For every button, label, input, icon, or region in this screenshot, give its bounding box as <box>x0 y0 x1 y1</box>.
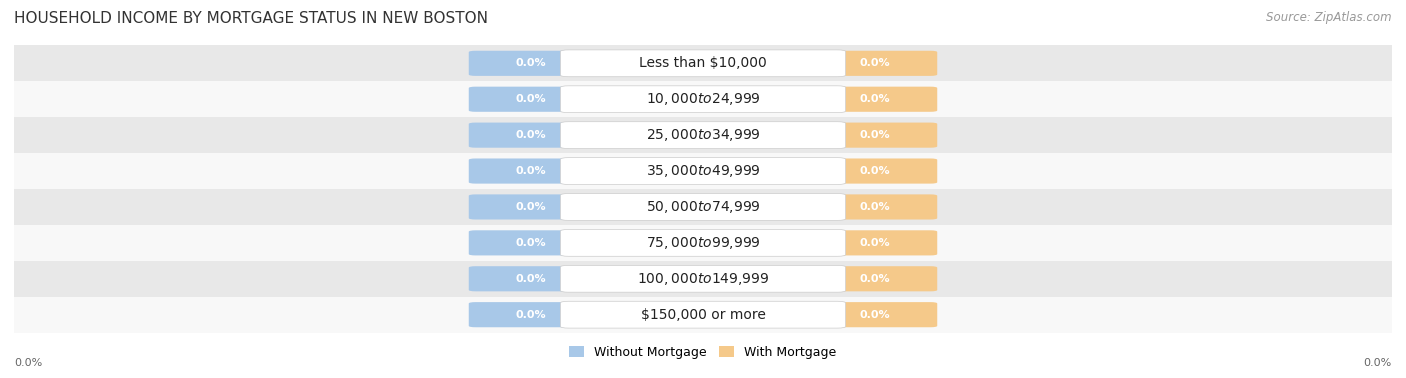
Text: 0.0%: 0.0% <box>860 238 890 248</box>
FancyBboxPatch shape <box>14 45 1392 81</box>
FancyBboxPatch shape <box>468 87 593 112</box>
FancyBboxPatch shape <box>561 122 845 149</box>
Text: $50,000 to $74,999: $50,000 to $74,999 <box>645 199 761 215</box>
Text: 0.0%: 0.0% <box>516 238 546 248</box>
FancyBboxPatch shape <box>561 229 845 256</box>
FancyBboxPatch shape <box>561 50 845 77</box>
FancyBboxPatch shape <box>561 265 845 292</box>
Text: 0.0%: 0.0% <box>516 94 546 104</box>
FancyBboxPatch shape <box>468 158 593 184</box>
Text: 0.0%: 0.0% <box>516 58 546 68</box>
FancyBboxPatch shape <box>813 87 938 112</box>
FancyBboxPatch shape <box>813 230 938 256</box>
Text: $75,000 to $99,999: $75,000 to $99,999 <box>645 235 761 251</box>
Text: $100,000 to $149,999: $100,000 to $149,999 <box>637 271 769 287</box>
Text: 0.0%: 0.0% <box>516 202 546 212</box>
Text: 0.0%: 0.0% <box>516 274 546 284</box>
FancyBboxPatch shape <box>813 194 938 220</box>
Text: 0.0%: 0.0% <box>516 310 546 320</box>
Text: $150,000 or more: $150,000 or more <box>641 308 765 322</box>
FancyBboxPatch shape <box>14 297 1392 333</box>
FancyBboxPatch shape <box>561 158 845 184</box>
Text: $10,000 to $24,999: $10,000 to $24,999 <box>645 91 761 107</box>
FancyBboxPatch shape <box>813 302 938 327</box>
FancyBboxPatch shape <box>14 189 1392 225</box>
FancyBboxPatch shape <box>468 230 593 256</box>
Text: 0.0%: 0.0% <box>860 94 890 104</box>
FancyBboxPatch shape <box>14 153 1392 189</box>
Text: 0.0%: 0.0% <box>860 310 890 320</box>
FancyBboxPatch shape <box>813 266 938 291</box>
Text: 0.0%: 0.0% <box>1364 358 1392 368</box>
Text: 0.0%: 0.0% <box>860 166 890 176</box>
Text: 0.0%: 0.0% <box>860 202 890 212</box>
Text: 0.0%: 0.0% <box>14 358 42 368</box>
Text: 0.0%: 0.0% <box>516 166 546 176</box>
FancyBboxPatch shape <box>813 51 938 76</box>
FancyBboxPatch shape <box>14 81 1392 117</box>
Text: Source: ZipAtlas.com: Source: ZipAtlas.com <box>1267 11 1392 24</box>
FancyBboxPatch shape <box>468 302 593 327</box>
Text: Less than $10,000: Less than $10,000 <box>640 56 766 70</box>
FancyBboxPatch shape <box>561 301 845 328</box>
Text: $25,000 to $34,999: $25,000 to $34,999 <box>645 127 761 143</box>
FancyBboxPatch shape <box>813 122 938 148</box>
FancyBboxPatch shape <box>468 122 593 148</box>
FancyBboxPatch shape <box>468 51 593 76</box>
FancyBboxPatch shape <box>468 194 593 220</box>
Text: HOUSEHOLD INCOME BY MORTGAGE STATUS IN NEW BOSTON: HOUSEHOLD INCOME BY MORTGAGE STATUS IN N… <box>14 11 488 26</box>
FancyBboxPatch shape <box>813 158 938 184</box>
Text: 0.0%: 0.0% <box>860 130 890 140</box>
FancyBboxPatch shape <box>561 194 845 220</box>
Text: 0.0%: 0.0% <box>860 58 890 68</box>
FancyBboxPatch shape <box>14 261 1392 297</box>
FancyBboxPatch shape <box>561 86 845 113</box>
Text: 0.0%: 0.0% <box>516 130 546 140</box>
Text: 0.0%: 0.0% <box>860 274 890 284</box>
Legend: Without Mortgage, With Mortgage: Without Mortgage, With Mortgage <box>564 341 842 364</box>
FancyBboxPatch shape <box>14 117 1392 153</box>
FancyBboxPatch shape <box>14 225 1392 261</box>
Text: $35,000 to $49,999: $35,000 to $49,999 <box>645 163 761 179</box>
FancyBboxPatch shape <box>468 266 593 291</box>
